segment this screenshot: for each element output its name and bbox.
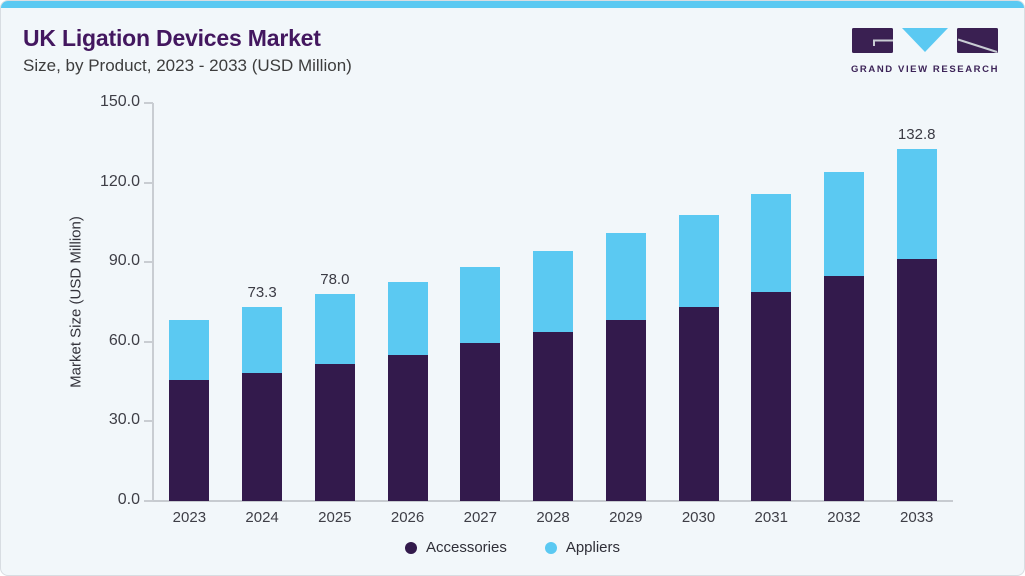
x-tick-label-2023: 2023 <box>172 509 207 526</box>
bar-segment-appliers-2029 <box>605 233 646 320</box>
x-tick-label-2032: 2032 <box>827 509 861 526</box>
bar-slot-2033: 132.8 <box>880 103 953 501</box>
y-tick-label: 0.0 <box>117 491 140 508</box>
x-tick-label-2027: 2027 <box>463 509 497 526</box>
bar-segment-appliers-2024: 73.3 <box>242 284 283 373</box>
x-tick-label-2033: 2033 <box>900 509 934 526</box>
x-tick-label-2030: 2030 <box>681 509 716 526</box>
bar-segment-appliers-2028 <box>533 250 574 332</box>
bar-2023 <box>169 103 210 501</box>
bar-segment-appliers-2031 <box>751 194 792 292</box>
x-tick-label-2026: 2026 <box>390 509 425 526</box>
bar-segment-accessories-2027 <box>460 343 501 501</box>
x-tick-label-2031: 2031 <box>754 509 788 526</box>
x-tick-label-2024: 2024 <box>245 509 279 526</box>
bar-slot-2032 <box>808 103 881 501</box>
bar-2024: 73.3 <box>242 103 283 501</box>
bar-2027 <box>460 103 501 501</box>
page-subtitle: Size, by Product, 2023 - 2033 (USD Milli… <box>23 56 352 76</box>
brand-logo: GRAND VIEW RESEARCH <box>850 27 1000 75</box>
bar-slot-2025: 78.0 <box>298 103 371 501</box>
bar-segment-accessories-2029 <box>605 319 646 501</box>
legend-label-appliers: Appliers <box>565 539 621 556</box>
bar-segment-appliers-2023 <box>169 319 210 381</box>
bar-2030 <box>678 103 719 501</box>
y-tick-label: 30.0 <box>108 411 140 429</box>
bar-slot-2026 <box>371 103 444 501</box>
bar-segment-appliers-2033: 132.8 <box>896 126 937 260</box>
bar-segment-appliers-2032 <box>823 172 864 276</box>
bar-segment-appliers-2027 <box>460 267 501 344</box>
legend-item-accessories: Accessories <box>404 539 507 556</box>
tick-mark <box>144 181 153 184</box>
bar-slot-2023 <box>153 103 226 501</box>
g-mark-icon <box>852 28 893 53</box>
chart-header: UK Ligation Devices Market Size, by Prod… <box>23 25 352 76</box>
legend-label-accessories: Accessories <box>425 539 507 556</box>
bar-2031 <box>751 103 792 501</box>
tick-mark <box>144 340 153 343</box>
y-tick-label: 150.0 <box>99 93 140 110</box>
bar-segment-accessories-2031 <box>751 291 792 501</box>
bar-slot-2031 <box>735 103 808 501</box>
bar-total-label-2024: 73.3 <box>247 283 277 301</box>
legend-item-appliers: Appliers <box>544 539 621 556</box>
bar-segment-accessories-2032 <box>823 276 864 501</box>
bar-segment-accessories-2028 <box>533 331 574 501</box>
x-tick-label-2025: 2025 <box>318 509 352 526</box>
bar-segment-appliers-2026 <box>387 281 428 355</box>
appliers-swatch-icon <box>544 541 557 554</box>
gvr-logo-icon <box>852 28 998 53</box>
x-tick-label-2029: 2029 <box>609 509 643 526</box>
tick-mark <box>144 102 153 104</box>
plot-area: Market Size (USD Million) 73.3 78.0 132.8 … <box>68 93 953 526</box>
bar-total-label-2033: 132.8 <box>897 125 936 143</box>
y-tick-label: 90.0 <box>108 252 140 270</box>
bar-2033: 132.8 <box>896 103 937 501</box>
tick-mark <box>144 261 153 264</box>
legend: Accessories Appliers <box>1 539 1024 556</box>
x-axis-line <box>152 500 953 502</box>
x-axis-labels: 2023 2024 2025 2026 2027 2028 2029 2030 2031 2032… <box>153 509 953 526</box>
r-mark-icon <box>957 28 998 53</box>
bar-2029 <box>605 103 646 501</box>
bar-segment-accessories-2024 <box>242 372 283 501</box>
y-axis-line <box>152 103 154 501</box>
bar-2025: 78.0 <box>314 103 355 501</box>
x-tick-label-2028: 2028 <box>536 509 570 526</box>
bar-slot-2030 <box>662 103 735 501</box>
bar-segment-accessories-2026 <box>387 354 428 501</box>
page-title: UK Ligation Devices Market <box>23 25 321 51</box>
y-tick-label: 120.0 <box>99 172 140 190</box>
bar-segment-accessories-2033 <box>896 259 937 501</box>
bar-slot-2028 <box>517 103 590 501</box>
bar-segment-accessories-2023 <box>169 380 210 501</box>
bar-segment-accessories-2030 <box>678 306 719 501</box>
tick-mark <box>144 500 153 502</box>
bar-2032 <box>823 103 864 501</box>
bar-segment-appliers-2030 <box>678 214 719 307</box>
bars-group: 73.3 78.0 132.8 <box>153 103 953 501</box>
bar-total-label-2025: 78.0 <box>320 271 350 289</box>
bar-slot-2029 <box>589 103 662 501</box>
top-accent-bar <box>1 1 1024 8</box>
y-tick-label: 60.0 <box>108 331 140 349</box>
y-axis-title: Market Size (USD Million) <box>67 216 85 388</box>
v-triangle-icon <box>902 28 948 52</box>
brand-name: GRAND VIEW RESEARCH <box>850 64 1000 75</box>
bar-segment-accessories-2025 <box>314 363 355 501</box>
bar-2026 <box>387 103 428 501</box>
bar-slot-2024: 73.3 <box>226 103 299 501</box>
bar-slot-2027 <box>444 103 517 501</box>
tick-mark <box>144 420 153 423</box>
bar-segment-appliers-2025: 78.0 <box>314 271 355 364</box>
bar-2028 <box>533 103 574 501</box>
accessories-swatch-icon <box>404 541 417 554</box>
